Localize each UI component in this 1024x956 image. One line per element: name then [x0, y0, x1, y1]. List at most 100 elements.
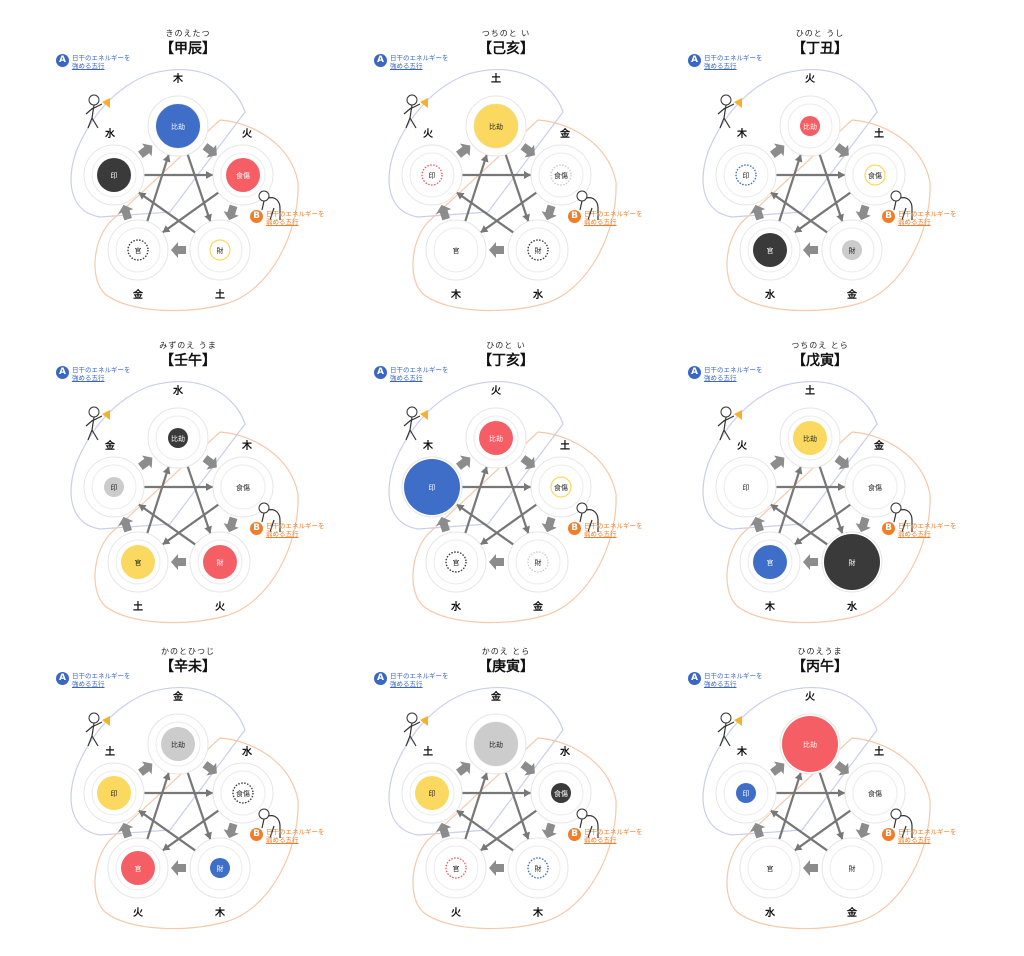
pentagram-arrowhead	[480, 843, 489, 851]
pentagram-arrowhead	[836, 831, 844, 840]
cycle-arrow	[520, 761, 535, 776]
note-a-line2: 強める五行	[72, 680, 105, 688]
element-node: 食傷	[530, 144, 592, 206]
element-label: 土	[423, 747, 433, 758]
energy-marker	[800, 116, 820, 136]
note-a-text: 日干のエネルギーを 強める五行	[704, 366, 784, 382]
element-node: 比劫	[465, 95, 527, 157]
note-b-line1: 日干のエネルギーを	[584, 210, 643, 218]
five-element-panel: ひのえうま 【丙午】 比劫 食傷財官印火土金水木 A 日干のエネルギーを 強める五行 B 日干の…	[632, 640, 972, 956]
pentagram-arrowhead	[138, 810, 147, 818]
element-label: 土	[874, 129, 884, 140]
element-label: 金	[133, 290, 143, 301]
cycle-arrow	[520, 455, 535, 470]
badge-a: A	[374, 54, 387, 67]
badge-b: B	[568, 210, 581, 223]
pentagram-line	[464, 772, 488, 840]
element-label: 金	[173, 692, 183, 703]
panel-reading: つちのえ とら	[791, 341, 849, 350]
pentagram-line	[479, 191, 538, 234]
pentagram-line	[146, 466, 170, 534]
element-node: 財	[821, 219, 883, 281]
energy-marker	[842, 240, 862, 260]
node-label: 官	[767, 864, 774, 873]
pentagram-arrowhead	[480, 466, 489, 475]
note-a-text: 日干のエネルギーを 強める五行	[704, 54, 784, 70]
element-label: 木	[737, 747, 747, 758]
bowing-figure-icon	[576, 808, 599, 839]
bowing-figure-icon	[890, 502, 913, 533]
element-label: 火	[737, 441, 747, 452]
pentagram-arrowhead	[456, 192, 465, 200]
element-label: 木	[423, 441, 433, 452]
pentagram-arrowhead	[138, 504, 147, 512]
node-label: 比劫	[171, 434, 185, 443]
energy-marker	[736, 783, 756, 803]
cycle-arrow	[456, 761, 471, 776]
pentagram	[137, 466, 220, 546]
pentagram-arrowhead	[480, 772, 489, 781]
pentagram	[137, 772, 220, 852]
pentagram-arrowhead	[162, 466, 171, 475]
five-element-panel: つちのと い【己亥】 比劫 食傷財官印土金水木火 A 日干のエネルギーを 強める五行 B 日干…	[318, 22, 658, 338]
node-label: 食傷	[236, 789, 250, 798]
pentagram-arrowhead	[480, 537, 489, 545]
node-label: 財	[849, 558, 856, 567]
region-b-outline	[726, 119, 931, 312]
element-node: 官	[425, 219, 487, 281]
bowing-figure-icon	[258, 808, 281, 839]
element-node: 食傷	[844, 144, 906, 206]
element-label: 土	[133, 602, 143, 613]
pentagram	[455, 772, 538, 852]
pentagram-line	[793, 503, 852, 546]
bowing-figure-icon	[890, 808, 913, 839]
element-node: 印	[401, 762, 463, 824]
node-label: 官	[453, 864, 460, 873]
cycle-arrow	[202, 143, 217, 158]
note-a-line2: 強める五行	[72, 62, 105, 70]
element-label: 火	[451, 908, 461, 919]
note-b-line1: 日干のエネルギーを	[898, 828, 957, 836]
pentagram-line	[504, 772, 530, 840]
pentagram	[137, 154, 220, 234]
five-element-panel: みずのえ うま 【壬午】 比劫 食傷財官印水木火土金 A 日干のエネルギーを 強める五行 B 日…	[0, 334, 340, 650]
energy-marker	[864, 164, 886, 186]
note-b-text: 日干のエネルギーを 弱める五行	[266, 522, 346, 538]
energy-marker	[550, 164, 572, 186]
node-label: 比劫	[803, 122, 817, 131]
energy-marker	[121, 545, 155, 579]
energy-marker	[474, 722, 518, 766]
pentagram-arrowhead	[794, 772, 803, 781]
pentagram-arrowhead	[524, 171, 531, 179]
cycle-arrow	[171, 242, 186, 258]
region-a-outline	[70, 381, 246, 530]
node-label: 印	[743, 484, 750, 492]
cheering-figure-icon	[717, 712, 742, 747]
node-label: 食傷	[554, 171, 568, 180]
element-node: 財	[821, 837, 883, 899]
element-label: 金	[105, 441, 115, 452]
element-label: 金	[874, 441, 884, 452]
note-b-line1: 日干のエネルギーを	[266, 522, 325, 530]
element-node: 比劫	[465, 713, 527, 775]
pentagram-line	[146, 772, 170, 840]
note-a-text: 日干のエネルギーを 強める五行	[72, 54, 152, 70]
bowing-figure-icon	[576, 190, 599, 221]
element-label: 金	[847, 908, 857, 919]
five-element-panel: かのえ とら 【庚寅】 比劫 食傷財官印金水木火土 A 日干のエネルギーを 強める五行 B 日干…	[318, 640, 658, 956]
region-a-outline	[388, 69, 564, 218]
element-label: 土	[491, 74, 501, 85]
node-label: 官	[453, 558, 460, 567]
pentagram-arrowhead	[204, 213, 212, 222]
cycle-arrow	[855, 516, 871, 533]
element-node: 財	[189, 531, 251, 593]
pentagram-line	[818, 466, 844, 534]
element-label: 水	[105, 129, 115, 140]
panel-title: 【丁丑】	[792, 41, 848, 57]
element-label: 金	[491, 692, 501, 703]
note-b-line1: 日干のエネルギーを	[898, 210, 957, 218]
five-element-panel: ひのと うし 【丁丑】 比劫 食傷財官印火土金水木 A 日干のエネルギーを 強める五行 B 日干…	[632, 22, 972, 338]
energy-marker	[421, 164, 443, 186]
pentagram-line	[464, 154, 488, 222]
